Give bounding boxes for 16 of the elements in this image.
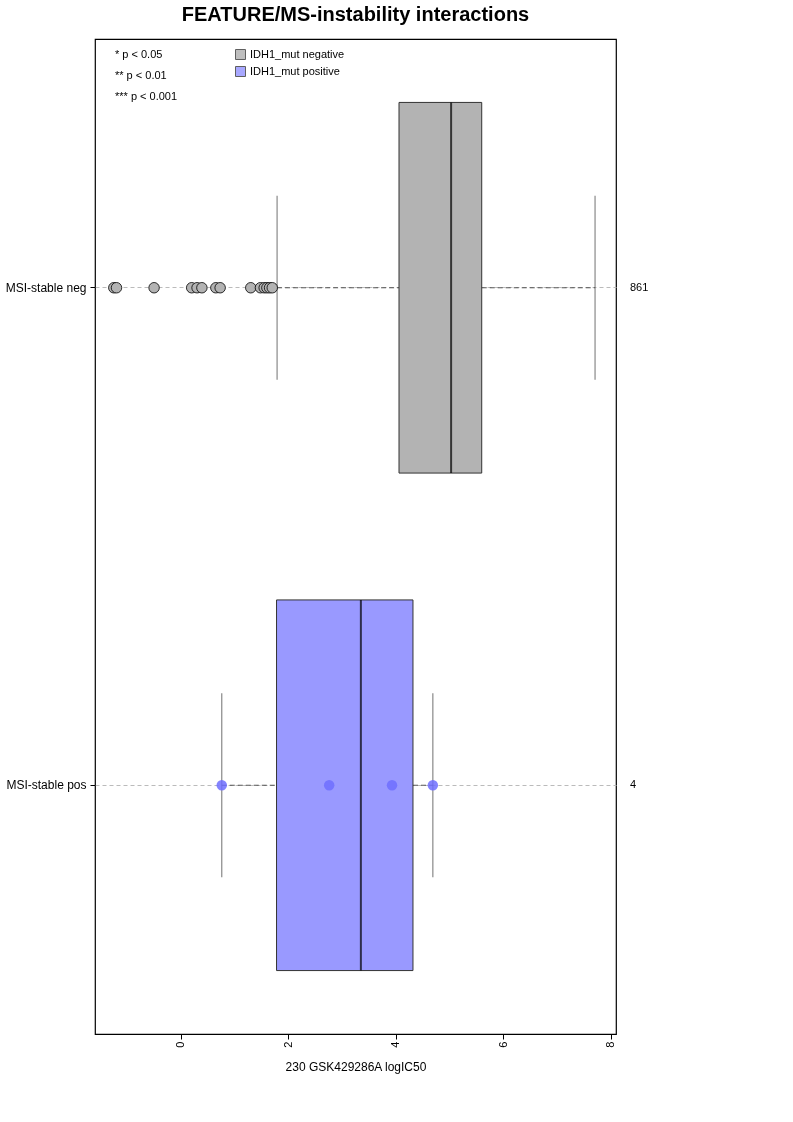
annotation: ** p < 0.01 (115, 69, 167, 81)
annotation: * p < 0.05 (115, 48, 163, 60)
y-tick-label: MSI-stable pos (6, 778, 87, 793)
legend-label: IDH1_mut negative (250, 47, 345, 60)
x-tick-label: 0 (174, 1041, 187, 1048)
y-tick-label: MSI-stable neg (5, 280, 87, 295)
x-tick-label: 6 (496, 1041, 509, 1048)
x-axis-title: 230 GSK429286A logIC50 (285, 1059, 427, 1074)
annotation: *** p < 0.001 (115, 90, 178, 102)
chart-title: FEATURE/MS-instability interactions (181, 3, 530, 25)
x-tick-label: 2 (281, 1041, 294, 1048)
x-tick-label: 4 (389, 1041, 402, 1048)
legend-label: IDH1_mut positive (250, 64, 340, 77)
y2-tick-label: 4 (630, 778, 637, 791)
x-tick-label: 8 (604, 1041, 617, 1048)
y2-tick-label: 861 (630, 280, 649, 293)
